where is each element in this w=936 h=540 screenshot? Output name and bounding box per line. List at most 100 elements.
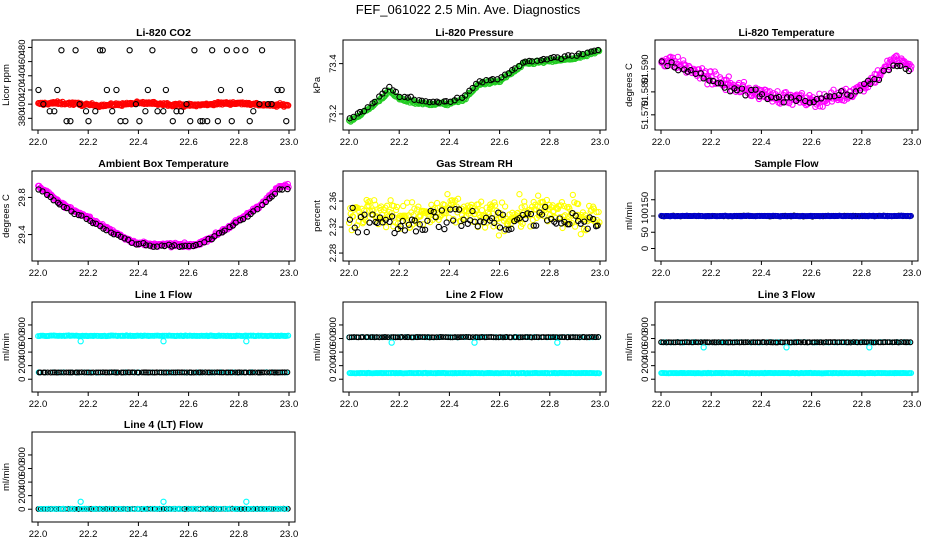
y-tick-label: 29.4: [17, 225, 28, 244]
data-point: [725, 73, 732, 80]
data-point: [369, 334, 376, 341]
data-point: [269, 369, 275, 376]
figure-title: FEF_061022 2.5 Min. Ave. Diagnostics: [356, 2, 581, 17]
x-tick-label: 22.4: [752, 137, 771, 148]
y-tick-label: 460: [17, 54, 28, 70]
x-tick-label: 23.0: [280, 399, 299, 410]
data-point: [49, 369, 56, 376]
data-point: [356, 108, 364, 116]
plot-frame: [31, 301, 296, 393]
data-point: [281, 369, 288, 376]
data-point: [85, 118, 92, 125]
data-point: [233, 47, 240, 54]
data-point: [246, 505, 253, 512]
data-point: [360, 108, 368, 115]
data-point: [35, 86, 42, 94]
data-point: [378, 93, 386, 101]
data-point: [533, 57, 541, 64]
data-point: [532, 206, 540, 213]
data-point: [516, 191, 523, 198]
x-tick-label: 22.2: [390, 137, 409, 148]
data-point: [193, 369, 200, 376]
data-point: [111, 505, 118, 512]
data-point: [907, 212, 914, 219]
data-points: [346, 46, 603, 125]
data-point: [798, 90, 806, 97]
data-point: [773, 94, 780, 101]
data-point: [818, 95, 825, 102]
data-point: [394, 334, 401, 341]
data-point: [158, 242, 165, 249]
data-point: [149, 369, 156, 376]
plot-frame: [342, 301, 607, 393]
data-point: [582, 227, 590, 234]
data-points: [658, 339, 915, 377]
x-tick-label: 22.8: [230, 137, 249, 148]
data-point: [387, 197, 394, 204]
data-point: [526, 57, 533, 65]
x-tick-label: 22.6: [802, 137, 821, 148]
data-point: [276, 186, 283, 193]
data-point: [149, 47, 156, 54]
data-point: [460, 216, 467, 223]
data-point: [658, 339, 665, 346]
data-point: [216, 369, 223, 376]
data-point: [521, 203, 528, 210]
plot-frame: [654, 301, 919, 393]
data-point: [543, 196, 550, 204]
data-point: [496, 224, 504, 231]
data-point: [171, 505, 178, 512]
data-point: [159, 332, 166, 339]
panel-1: Li-820 CO2 22.0 22.2 22.4 22.6 22.8 23.0 380400…: [1, 27, 298, 148]
x-tick-label: 22.2: [79, 137, 98, 148]
data-point: [867, 80, 874, 88]
y-tick-label: 0: [640, 377, 651, 382]
data-point: [82, 505, 89, 512]
data-point: [477, 218, 484, 225]
data-point: [524, 334, 531, 341]
data-point: [165, 505, 172, 512]
data-point: [540, 55, 547, 63]
data-point: [103, 86, 111, 94]
data-point: [162, 506, 169, 512]
data-point: [469, 207, 476, 215]
data-points: [346, 191, 603, 239]
data-point: [75, 211, 82, 219]
data-point: [268, 100, 275, 108]
data-point: [272, 369, 279, 376]
data-points: [346, 333, 603, 377]
data-point: [65, 369, 72, 376]
data-point: [249, 369, 256, 376]
data-point: [381, 87, 389, 94]
data-point: [443, 219, 450, 226]
data-point: [178, 243, 186, 250]
data-point: [403, 199, 411, 206]
data-point: [589, 215, 597, 223]
data-point: [242, 47, 249, 54]
y-axis-label: ml/min: [624, 333, 635, 361]
panel-title: Gas Stream RH: [436, 158, 512, 170]
data-points: [658, 212, 914, 220]
data-point: [404, 94, 411, 101]
data-point: [136, 118, 143, 125]
panel-title: Ambient Box Temperature: [98, 158, 229, 170]
data-point: [419, 226, 426, 233]
data-point: [114, 369, 121, 376]
data-point: [700, 344, 707, 351]
data-point: [712, 339, 719, 346]
y-tick-label: 2.28: [328, 244, 339, 262]
data-point: [535, 192, 542, 199]
data-point: [113, 86, 120, 94]
data-point: [519, 220, 526, 227]
data-point: [401, 93, 408, 101]
data-point: [540, 212, 547, 220]
data-point: [783, 344, 790, 351]
data-point: [36, 505, 43, 512]
data-point: [229, 369, 236, 376]
data-point: [499, 211, 507, 218]
data-point: [907, 339, 914, 346]
y-tick-label: 400: [328, 344, 339, 360]
data-point: [107, 505, 114, 512]
data-point: [250, 108, 257, 115]
